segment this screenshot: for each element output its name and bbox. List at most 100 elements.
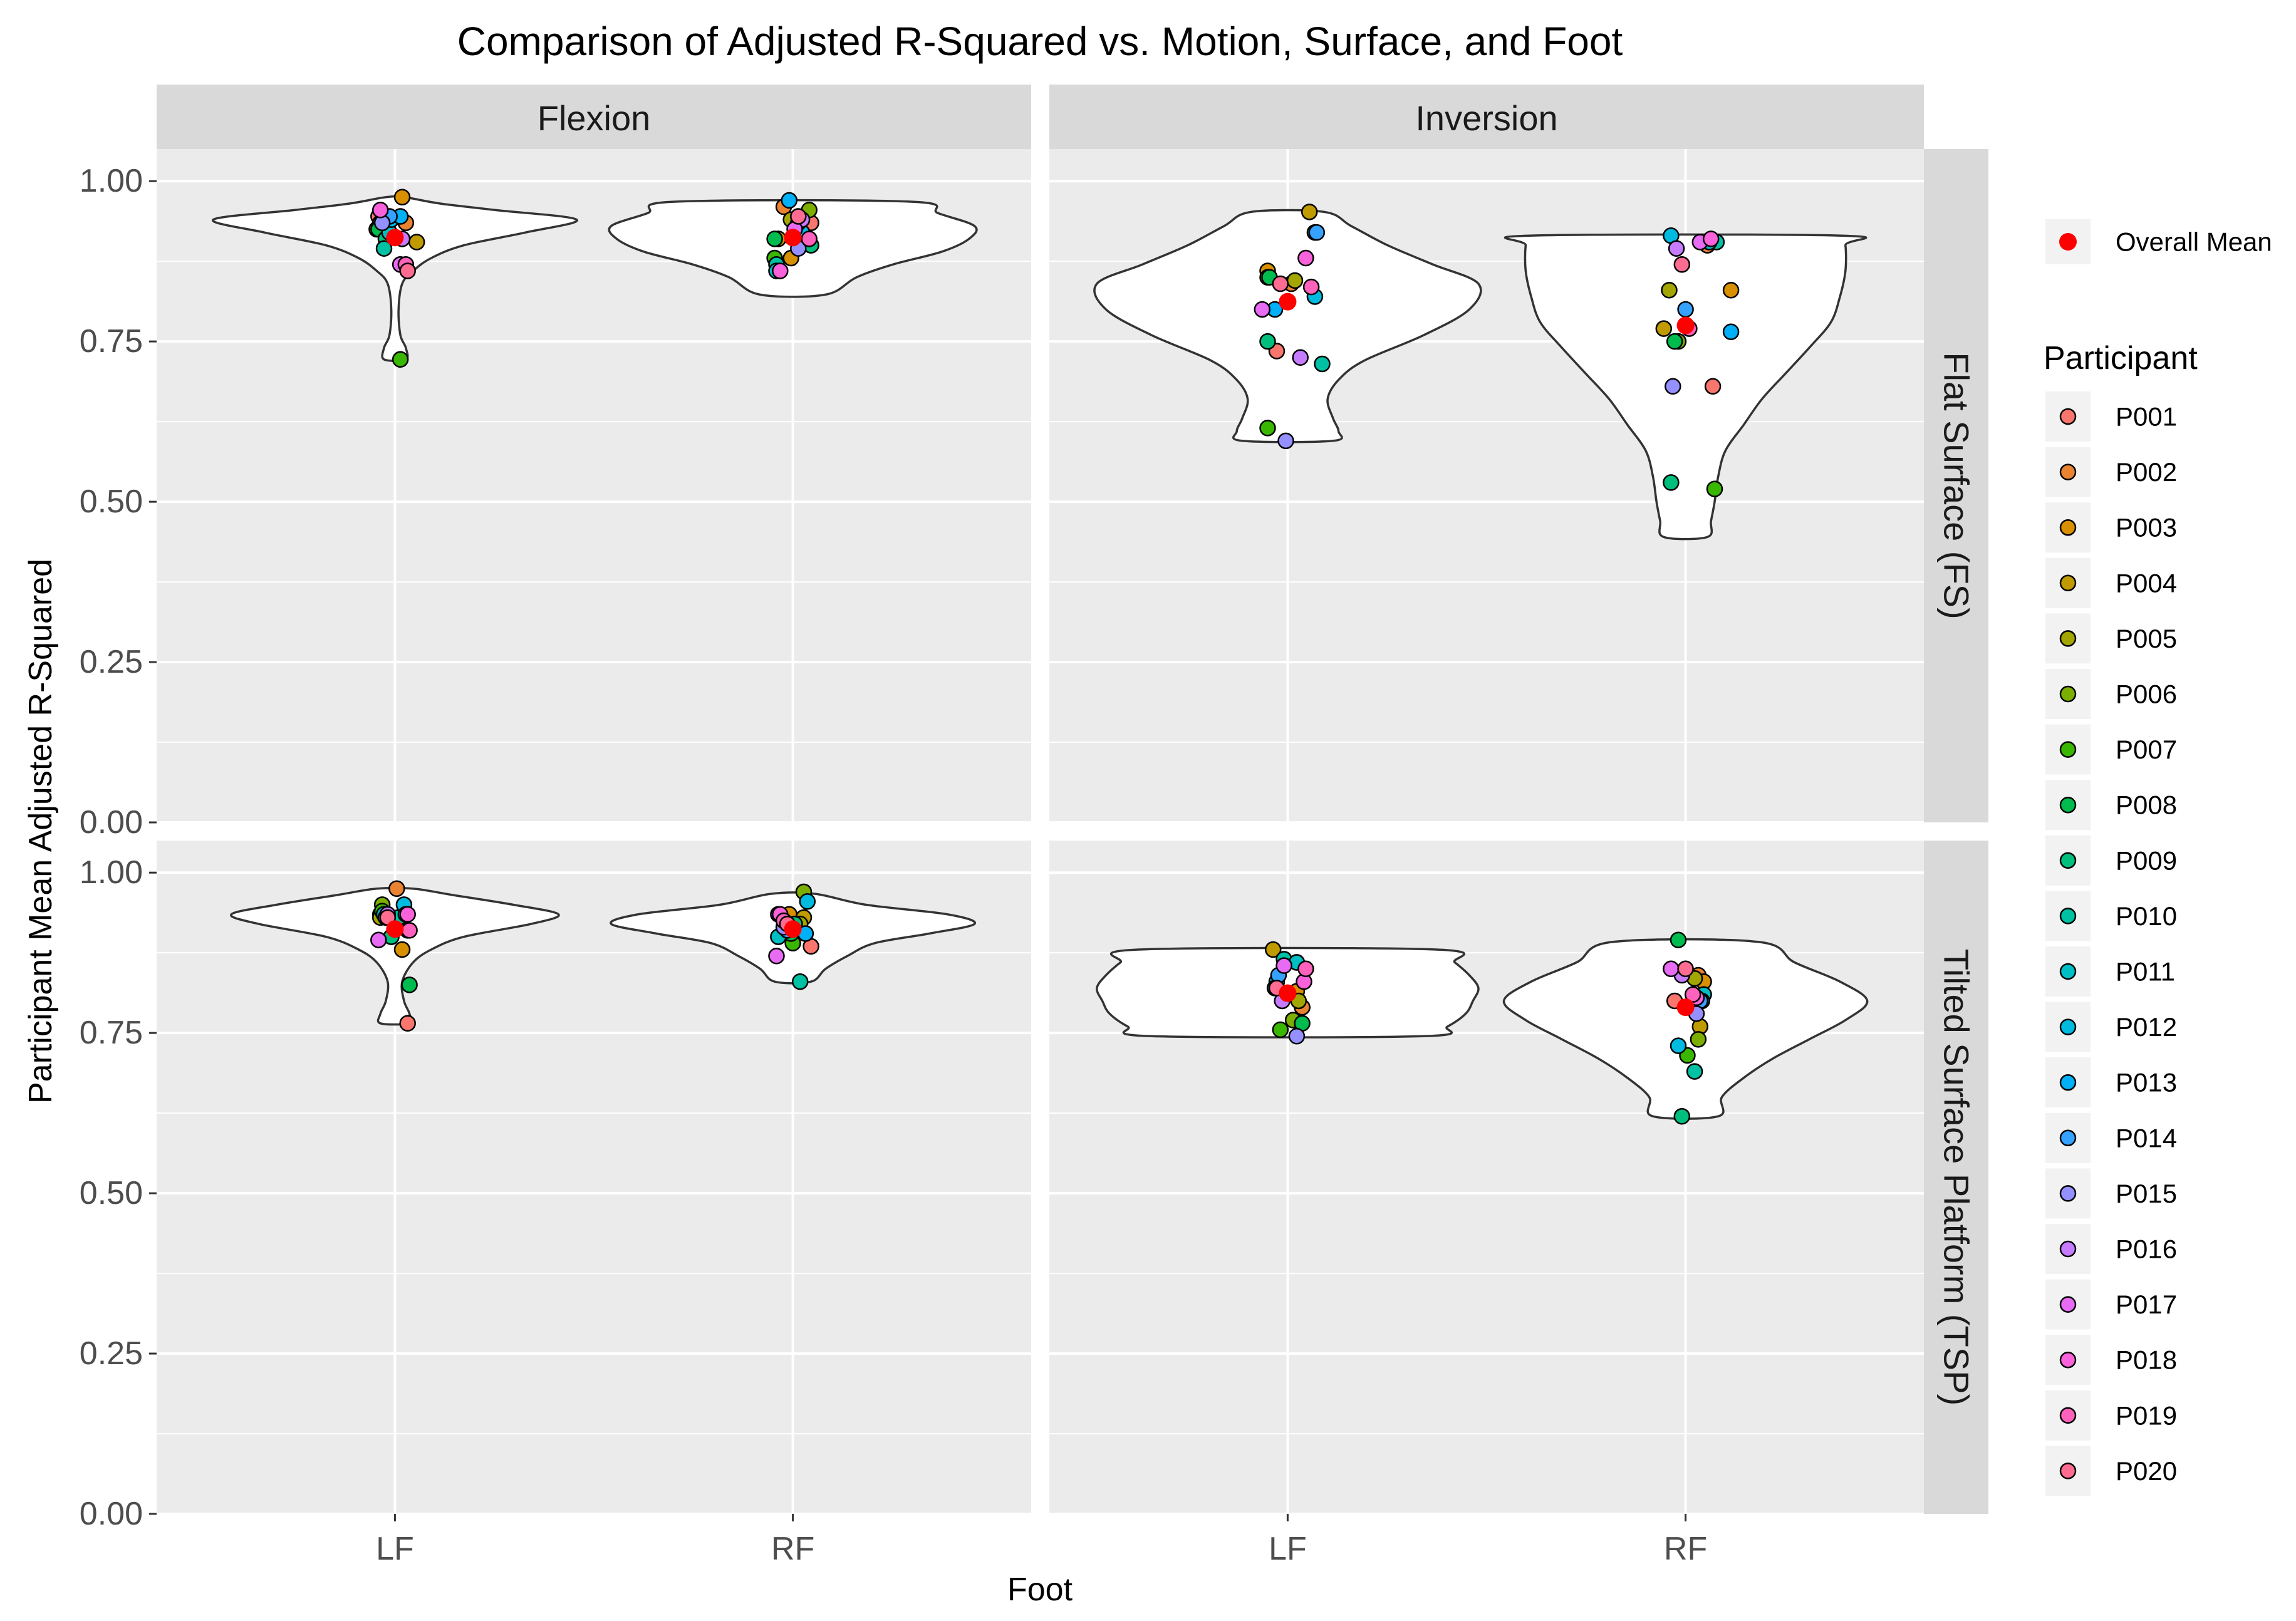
legend-dot-p005 — [2059, 630, 2077, 647]
participant-point-p015 — [1288, 1028, 1306, 1045]
y-tick-label: 0.75 — [80, 1015, 143, 1051]
legend-dot-p002 — [2059, 464, 2077, 480]
violin-group-rf — [610, 883, 977, 990]
x-tick-label-lf: LF — [1269, 1531, 1307, 1567]
legend-label-p012: P012 — [2116, 1012, 2177, 1042]
legend-dot-p004 — [2059, 574, 2077, 592]
participant-point-p019 — [1684, 986, 1701, 1003]
legend-dot-p013 — [2059, 1074, 2077, 1091]
legend-dot-p008 — [2059, 796, 2077, 814]
participant-point-p017 — [1275, 957, 1292, 974]
violin-group-lf — [212, 189, 578, 368]
participant-point-p002 — [388, 880, 405, 898]
participant-point-p003 — [393, 941, 411, 958]
legend-label-p017: P017 — [2116, 1290, 2177, 1319]
legend-dot-p017 — [2059, 1296, 2077, 1313]
participant-point-p008 — [401, 976, 418, 993]
legend-dot-p001 — [2059, 408, 2077, 425]
x-tick-label-lf: LF — [376, 1531, 414, 1567]
legend-dot-p020 — [2059, 1463, 2077, 1479]
x-tick-label-rf: RF — [771, 1531, 814, 1567]
panel-flexion-tsp — [157, 841, 1031, 1515]
violin-group-rf — [1502, 931, 1869, 1125]
overall-mean-point — [1279, 984, 1297, 1002]
facet-label-tilted-surface: Tilted Surface Platform (TSP) — [1937, 949, 1977, 1406]
legend-label-p010: P010 — [2116, 901, 2177, 931]
participant-point-p012 — [799, 893, 816, 910]
legend-label-p020: P020 — [2116, 1456, 2177, 1486]
legend-dot-p011 — [2059, 963, 2077, 980]
legend-dot-p012 — [2059, 1018, 2077, 1035]
legend-dot-p003 — [2059, 519, 2077, 536]
violin-group-rf — [608, 192, 978, 298]
y-tick-label: 0.50 — [80, 1175, 143, 1211]
overall-mean-point — [1279, 293, 1297, 311]
participant-point-p004 — [1301, 204, 1318, 220]
participant-point-p008 — [1666, 333, 1683, 350]
participant-point-p018 — [1702, 230, 1720, 247]
y-axis-title: Participant Mean Adjusted R-Squared — [23, 559, 59, 1104]
facet-strip-inversion — [1049, 85, 1924, 149]
participant-point-p009 — [1663, 474, 1680, 491]
overall-mean-point — [1676, 316, 1695, 334]
legend-label-p009: P009 — [2116, 846, 2177, 875]
participant-point-p020 — [1673, 256, 1691, 273]
y-tick-label: 1.00 — [80, 163, 143, 199]
legend-label-p015: P015 — [2116, 1179, 2177, 1208]
y-tick-label: 0.25 — [80, 644, 143, 680]
participant-point-p014 — [1308, 224, 1326, 241]
legend-label-p018: P018 — [2116, 1345, 2177, 1375]
legend-dot-p007 — [2059, 741, 2077, 758]
participant-point-p005 — [1286, 272, 1304, 289]
participant-point-p013 — [1722, 323, 1740, 341]
violin-group-rf — [1504, 227, 1867, 541]
participant-point-p003 — [393, 189, 411, 206]
participant-point-p001 — [1704, 378, 1722, 395]
facet-label-flat-surface: Flat Surface (FS) — [1937, 352, 1977, 619]
participant-point-p017 — [1254, 301, 1271, 318]
participant-point-p012 — [1670, 1037, 1687, 1054]
legend-label-p004: P004 — [2116, 568, 2177, 598]
participant-point-p009 — [1673, 1107, 1691, 1125]
legend-title: Participant — [2044, 340, 2198, 376]
y-tick-label: 1.00 — [80, 854, 143, 891]
violin-group-lf — [1096, 941, 1480, 1045]
legend-label-p002: P002 — [2116, 457, 2177, 487]
overall-mean-point — [784, 229, 802, 247]
participant-point-p019 — [1297, 960, 1314, 978]
participant-point-p004 — [408, 234, 425, 251]
panel-inversion-tsp — [1049, 841, 1924, 1515]
legend-label-p008: P008 — [2116, 790, 2177, 820]
participant-point-p007 — [1706, 480, 1723, 497]
legend-label-p005: P005 — [2116, 624, 2177, 653]
facet-strip-flat-surface — [1924, 149, 1988, 822]
participant-point-p010 — [1314, 355, 1331, 373]
legend-label-p006: P006 — [2116, 680, 2177, 709]
x-axis-title: Foot — [1007, 1572, 1073, 1608]
participant-point-p007 — [392, 351, 409, 368]
chart-title: Comparison of Adjusted R-Squared vs. Mot… — [457, 19, 1623, 64]
participant-point-p005 — [1661, 281, 1678, 299]
y-tick-label: 0.25 — [80, 1335, 143, 1372]
participant-point-p008 — [766, 230, 783, 247]
participant-point-p006 — [1690, 1031, 1707, 1048]
panel-background — [1049, 841, 1924, 1514]
legend-dot-p018 — [2059, 1351, 2077, 1369]
legend-label-p007: P007 — [2116, 735, 2177, 764]
legend-dot-p016 — [2059, 1240, 2077, 1258]
participant-point-p018 — [1297, 249, 1314, 267]
participant-point-p016 — [1668, 240, 1685, 257]
overall-mean-point — [1676, 998, 1695, 1017]
panel-background — [157, 841, 1031, 1514]
legend-label-p013: P013 — [2116, 1068, 2177, 1097]
facet-strip-flexion — [157, 85, 1031, 149]
legend-mean-dot — [2059, 233, 2077, 251]
participant-point-p007 — [1272, 1021, 1289, 1038]
facet-label-flexion: Flexion — [538, 98, 651, 138]
participant-point-p020 — [399, 262, 416, 279]
legend-label-p011: P011 — [2116, 957, 2175, 987]
overall-mean-point — [386, 920, 404, 938]
legend-dot-p019 — [2059, 1407, 2077, 1424]
y-tick-label: 0.50 — [80, 484, 143, 520]
